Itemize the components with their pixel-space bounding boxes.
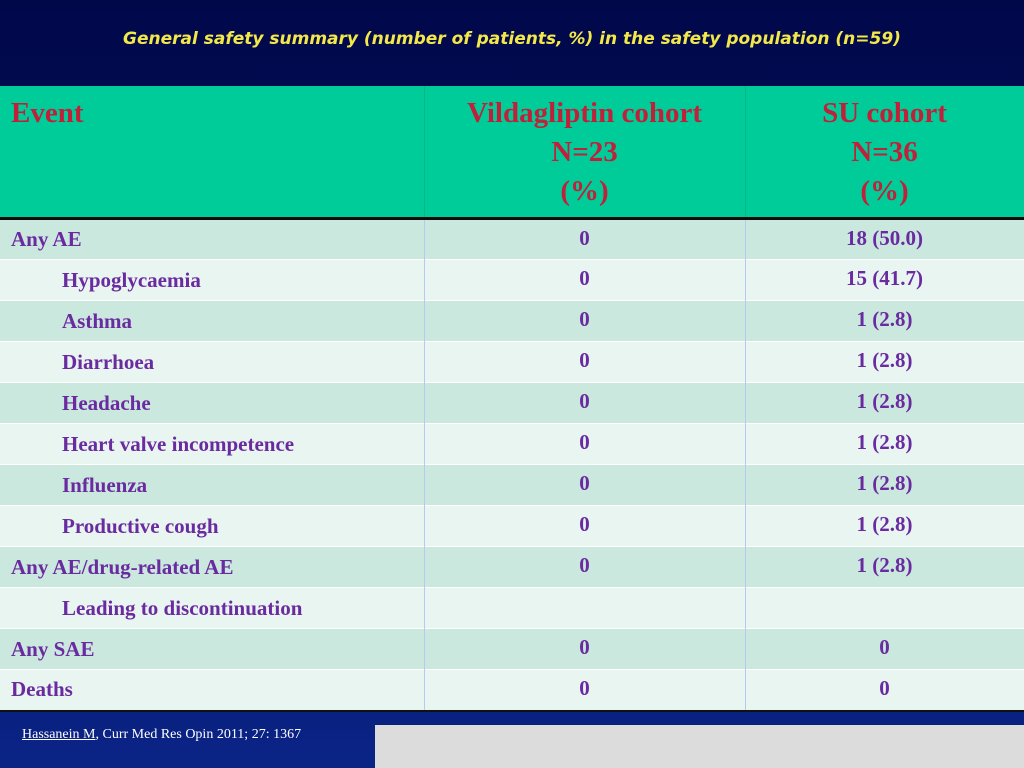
event-cell: Headache: [0, 382, 425, 424]
footer: Hassanein M, Curr Med Res Opin 2011; 27:…: [0, 710, 1024, 768]
vildagliptin-value-cell: 0: [424, 259, 746, 301]
event-cell: Hypoglycaemia: [0, 259, 425, 301]
su-value-cell: 1 (2.8): [745, 423, 1024, 465]
event-cell: Any AE: [0, 218, 425, 260]
su-value-cell: 1 (2.8): [745, 464, 1024, 506]
table-row: Hypoglycaemia 0 15 (41.7): [0, 259, 1024, 301]
su-value-cell: 1 (2.8): [745, 505, 1024, 547]
vildagliptin-value-cell: 0: [424, 218, 746, 260]
table-row: Productive cough 0 1 (2.8): [0, 505, 1024, 547]
table-row: Leading to discontinuation: [0, 587, 1024, 629]
event-cell: Diarrhoea: [0, 341, 425, 383]
safety-table-container: Event Vildagliptin cohort N=23 (%) SU co…: [0, 86, 1024, 712]
su-value-cell: [745, 587, 1024, 629]
su-value-cell: 15 (41.7): [745, 259, 1024, 301]
vildagliptin-value-cell: 0: [424, 628, 746, 670]
su-value-cell: 1 (2.8): [745, 546, 1024, 588]
title-bar: General safety summary (number of patien…: [0, 0, 1024, 86]
table-row: Heart valve incompetence 0 1 (2.8): [0, 423, 1024, 465]
header-event: Event: [0, 86, 425, 220]
su-value-cell: 1 (2.8): [745, 300, 1024, 342]
table-row: Diarrhoea 0 1 (2.8): [0, 341, 1024, 383]
su-value-cell: 0: [745, 669, 1024, 712]
header-su-n: N=36: [851, 136, 918, 168]
slide-title: General safety summary (number of patien…: [123, 29, 901, 49]
header-su-unit: (%): [860, 175, 909, 207]
header-event-line: Event: [11, 97, 84, 129]
vildagliptin-value-cell: 0: [424, 464, 746, 506]
citation-reference: , Curr Med Res Opin 2011; 27: 1367: [95, 727, 302, 742]
table-row: Deaths 0 0: [0, 669, 1024, 712]
header-su-name: SU cohort: [822, 97, 947, 129]
citation: Hassanein M, Curr Med Res Opin 2011; 27:…: [22, 727, 301, 743]
vildagliptin-value-cell: 0: [424, 300, 746, 342]
citation-author-link[interactable]: Hassanein M: [22, 727, 96, 742]
event-cell: Heart valve incompetence: [0, 423, 425, 465]
table-row: Asthma 0 1 (2.8): [0, 300, 1024, 342]
vildagliptin-value-cell: 0: [424, 341, 746, 383]
header-su-cohort: SU cohort N=36 (%): [745, 86, 1024, 220]
header-vilda-unit: (%): [560, 175, 609, 207]
table-row: Any AE/drug-related AE 0 1 (2.8): [0, 546, 1024, 588]
su-value-cell: 1 (2.8): [745, 382, 1024, 424]
footer-panel: [375, 725, 1024, 768]
table-row: Any SAE 0 0: [0, 628, 1024, 670]
vildagliptin-value-cell: 0: [424, 546, 746, 588]
table-row: Headache 0 1 (2.8): [0, 382, 1024, 424]
safety-summary-table: Event Vildagliptin cohort N=23 (%) SU co…: [0, 86, 1024, 712]
table-header: Event Vildagliptin cohort N=23 (%) SU co…: [0, 86, 1024, 220]
header-vildagliptin-cohort: Vildagliptin cohort N=23 (%): [424, 86, 746, 220]
vildagliptin-value-cell: 0: [424, 669, 746, 712]
vildagliptin-value-cell: 0: [424, 505, 746, 547]
event-cell: Influenza: [0, 464, 425, 506]
event-cell: Asthma: [0, 300, 425, 342]
header-vilda-n: N=23: [551, 136, 618, 168]
vildagliptin-value-cell: 0: [424, 382, 746, 424]
event-cell: Leading to discontinuation: [0, 587, 425, 629]
event-cell: Any AE/drug-related AE: [0, 546, 425, 588]
vildagliptin-value-cell: [424, 587, 746, 629]
su-value-cell: 18 (50.0): [745, 218, 1024, 260]
event-cell: Deaths: [0, 669, 425, 712]
vildagliptin-value-cell: 0: [424, 423, 746, 465]
table-row: Any AE 0 18 (50.0): [0, 218, 1024, 260]
table-row: Influenza 0 1 (2.8): [0, 464, 1024, 506]
table-body: Any AE 0 18 (50.0) Hypoglycaemia 0 15 (4…: [0, 218, 1024, 712]
event-cell: Any SAE: [0, 628, 425, 670]
header-row: Event Vildagliptin cohort N=23 (%) SU co…: [0, 86, 1024, 220]
event-cell: Productive cough: [0, 505, 425, 547]
su-value-cell: 1 (2.8): [745, 341, 1024, 383]
header-vilda-name: Vildagliptin cohort: [467, 97, 702, 129]
su-value-cell: 0: [745, 628, 1024, 670]
